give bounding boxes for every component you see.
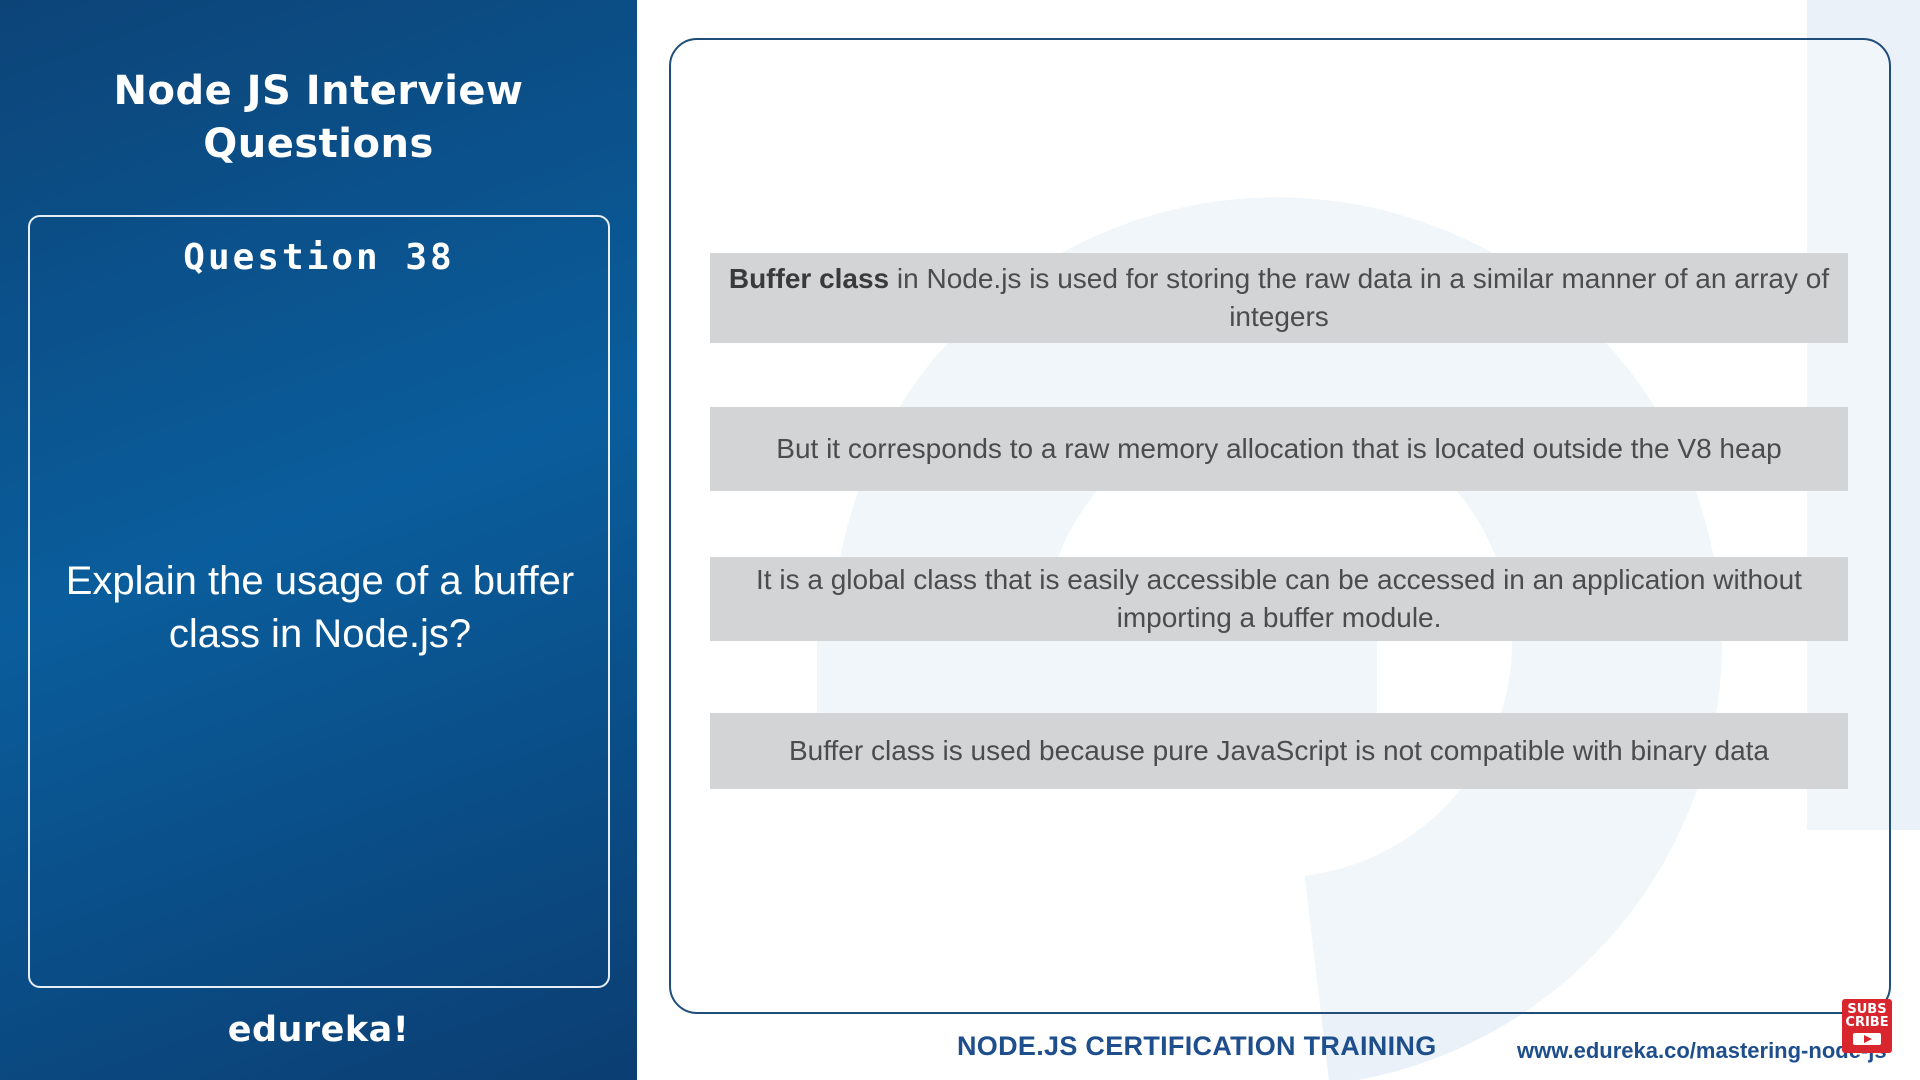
answer-area: Buffer class in Node.js is used for stor… <box>637 0 1920 1080</box>
course-url-link[interactable]: www.edureka.co/mastering-node-js <box>1517 1038 1887 1063</box>
edureka-logo: edureka! <box>227 1010 410 1050</box>
subscribe-play-icon <box>1853 1033 1881 1045</box>
deck-title: Node JS Interview Questions <box>0 65 637 171</box>
question-number: Question 38 <box>183 237 455 278</box>
question-text: Explain the usage of a buffer class in N… <box>65 559 575 656</box>
answer-point-1: Buffer class in Node.js is used for stor… <box>710 253 1848 343</box>
answer-point-4: Buffer class is used because pure JavaSc… <box>710 713 1848 789</box>
subscribe-label-line1: SUBS <box>1847 1002 1887 1017</box>
subscribe-label-line2: CRIBE <box>1845 1015 1889 1030</box>
answer-point-3: It is a global class that is easily acce… <box>710 557 1848 641</box>
subscribe-button[interactable]: SUBS CRIBE <box>1842 999 1892 1053</box>
answer-point-1-text: in Node.js is used for storing the raw d… <box>889 263 1830 332</box>
answer-point-3-text: It is a global class that is easily acce… <box>756 564 1802 633</box>
answer-point-2-text: But it corresponds to a raw memory alloc… <box>776 433 1782 464</box>
question-card: Question 38 Explain the usage of a buffe… <box>28 215 610 988</box>
answer-point-1-bold: Buffer class <box>728 263 890 294</box>
answer-point-2: But it corresponds to a raw memory alloc… <box>710 407 1848 491</box>
answer-point-4-text: Buffer class is used because pure JavaSc… <box>789 735 1769 766</box>
course-title: NODE.JS CERTIFICATION TRAINING <box>957 1031 1437 1061</box>
answer-card <box>669 38 1891 1014</box>
left-panel: Node JS Interview Questions Question 38 … <box>0 0 637 1080</box>
deck-title-line1: Node JS Interview <box>113 68 524 114</box>
deck-title-line2: Questions <box>203 121 434 167</box>
